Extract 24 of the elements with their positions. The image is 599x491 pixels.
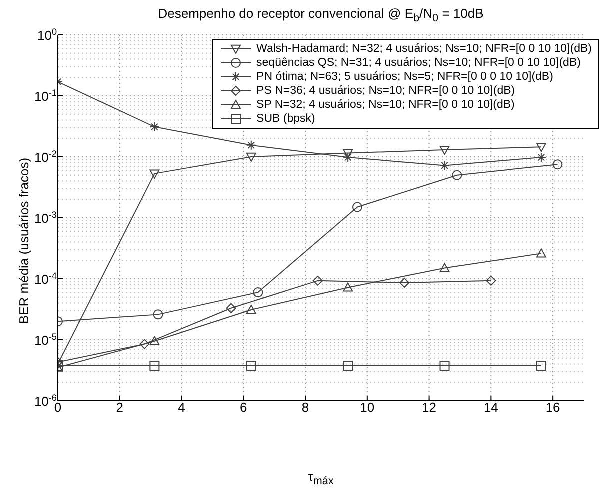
y-tick-label: 10$^{-2}$ — [34, 149, 57, 165]
y-tick-label: 10$^{0}$ — [37, 27, 57, 43]
x-tick-label: 8 — [302, 400, 310, 415]
x-axis-title: τ$_{máx}$ — [308, 469, 334, 488]
x-tick-label: 10 — [360, 400, 375, 415]
x-tick-label: 4 — [178, 400, 186, 415]
x-tick-label: 6 — [240, 400, 248, 415]
x-tick-label: 16 — [546, 400, 560, 415]
y-tick-label: 10$^{-3}$ — [34, 210, 57, 226]
y-tick-label: 10$^{-1}$ — [34, 88, 57, 104]
x-tick-label: 12 — [422, 400, 437, 415]
y-tick-label: 10$^{-5}$ — [34, 332, 57, 348]
legend-label: SP N=32; 4 usuários; Ns=10; NFR=[0 0 10 10](dB) — [256, 98, 515, 112]
x-tick-label: 14 — [484, 400, 498, 415]
legend-label: PS N=36; 4 usuários; Ns=10; NFR=[0 0 10 10](dB) — [256, 84, 516, 98]
x-tick-label: 2 — [116, 400, 124, 415]
y-axis-title: BER média (usuários fracos) — [16, 157, 32, 324]
x-tick-label: 0 — [54, 400, 62, 415]
chart-title: Desempenho do receptor convencional @ E$_{b}$/N$_{0}$ = 10dB — [157, 6, 485, 25]
y-tick-label: 10$^{-4}$ — [34, 271, 57, 287]
legend-label: Walsh-Hadamard; N=32; 4 usuários; Ns=10; NFR=[0 0 10 10](dB) — [256, 42, 592, 56]
legend-label: PN ótima; N=63; 5 usuários; Ns=5; NFR=[0 0 0 10 10](dB) — [256, 70, 554, 84]
legend-label: SUB (bpsk) — [256, 112, 316, 126]
legend-label: seqüências QS; N=31; 4 usuários; Ns=10; NFR=[0 0 10 10](dB) — [256, 56, 581, 70]
